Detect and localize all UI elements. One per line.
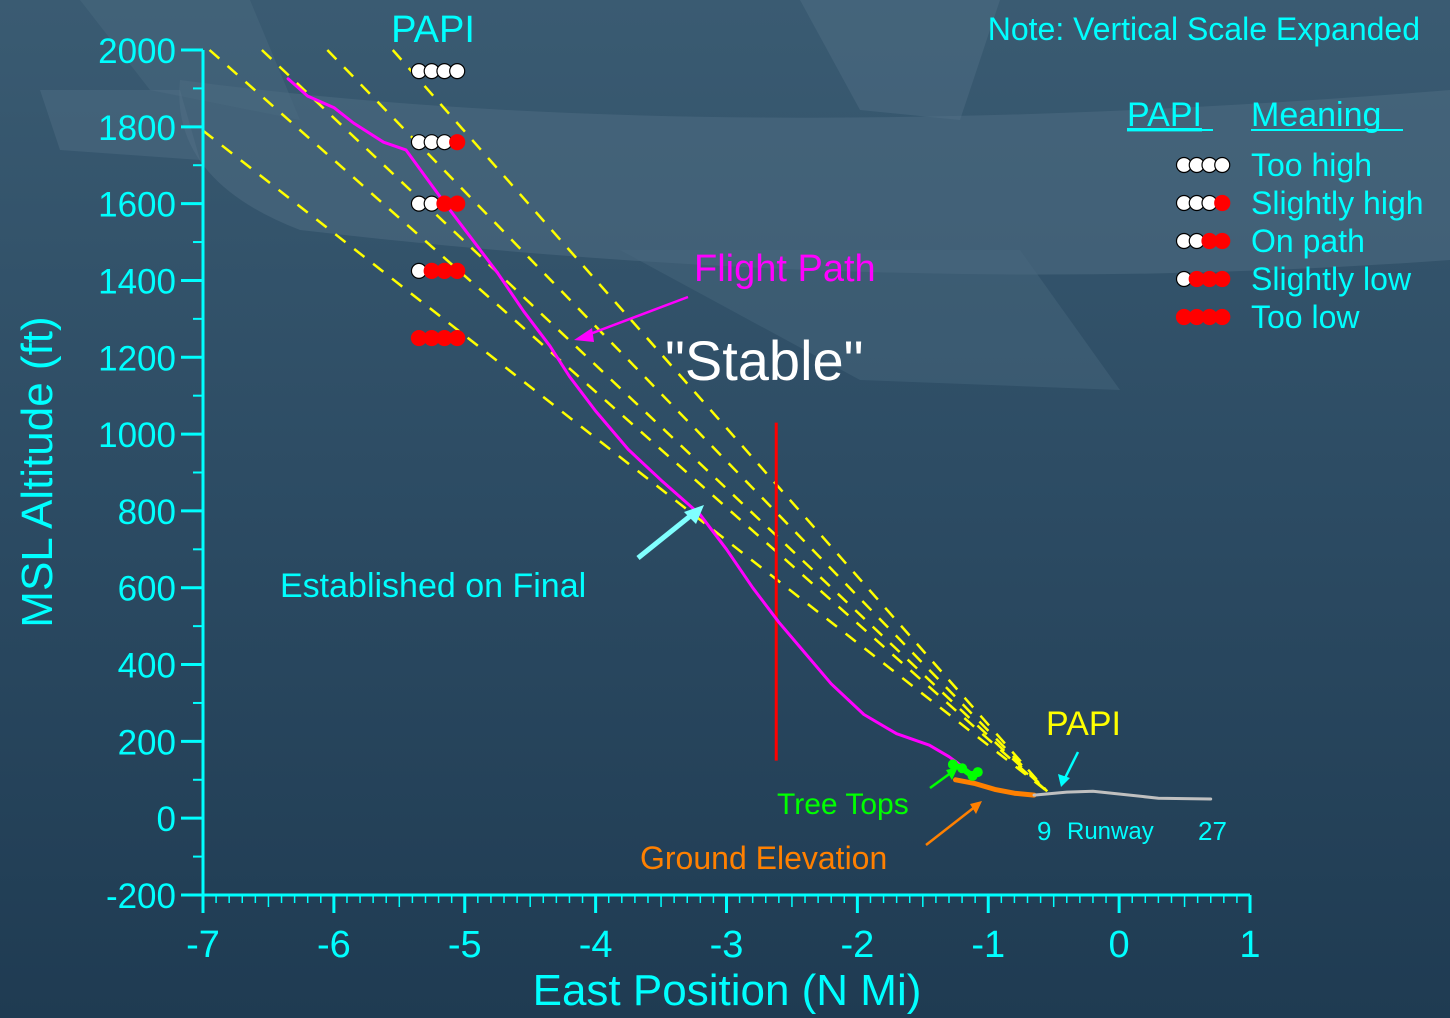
papi-indicator xyxy=(410,63,466,80)
x-axis-label: East Position (N Mi) xyxy=(533,966,922,1015)
glideslope-line xyxy=(208,49,1048,793)
legend-entry-label: On path xyxy=(1251,223,1365,259)
legend-entry-label: Too low xyxy=(1251,299,1360,335)
tree-top-point xyxy=(957,763,968,774)
tree-top-point xyxy=(947,759,958,770)
papi-header: PAPI xyxy=(391,9,475,51)
y-tick-label: 2000 xyxy=(98,32,176,71)
papi-indicator xyxy=(410,134,466,151)
y-axis-label: MSL Altitude (ft) xyxy=(13,316,62,627)
tree-tops-arrowhead xyxy=(946,767,958,780)
x-tick-label: -2 xyxy=(840,924,874,966)
papi-indicator xyxy=(410,195,466,212)
legend-papi-heading: PAPI xyxy=(1127,96,1202,134)
y-axis: -200 0 200 400 600 800 1000 1200 1400 1600 1800 200… xyxy=(98,32,205,916)
runway-start-label: 9 xyxy=(1037,816,1051,846)
tree-tops-label: Tree Tops xyxy=(777,788,909,821)
x-tick-label: -6 xyxy=(317,924,351,966)
ground-elevation-arrowhead xyxy=(970,801,982,814)
x-tick-label: 0 xyxy=(1109,924,1130,966)
plot-layer xyxy=(202,49,1213,801)
papi-light-red xyxy=(1214,308,1231,326)
established-arrowhead xyxy=(684,505,704,524)
tree-top-point xyxy=(972,767,983,778)
x-tick-label: -3 xyxy=(710,924,744,966)
legend-entry-label: Slightly high xyxy=(1251,185,1424,221)
vertical-scale-note: Note: Vertical Scale Expanded xyxy=(988,11,1420,47)
runway-label: Runway xyxy=(1067,818,1154,845)
glideslope-line xyxy=(261,49,1049,793)
flight-path-line xyxy=(286,77,964,768)
x-tick-label: -1 xyxy=(971,924,1005,966)
papi-light-red xyxy=(449,329,466,347)
x-axis: -7 -6 -5 -4 -3 -2 -1 0 1 xyxy=(186,893,1261,966)
papi-light-white xyxy=(449,63,466,80)
x-tick-label: -4 xyxy=(579,924,613,966)
runway-papi-arrowhead xyxy=(1058,774,1070,787)
y-tick-label: 1200 xyxy=(98,339,176,378)
tree-tops-arrow xyxy=(929,770,953,790)
legend-papi-indicator xyxy=(1175,308,1231,326)
ground-elevation-line xyxy=(953,777,1037,798)
y-tick-label: -200 xyxy=(106,877,176,916)
glideslope-line xyxy=(391,49,1049,793)
papi-indicator xyxy=(410,262,466,279)
runway-end-label: 27 xyxy=(1198,816,1227,846)
y-tick-label: 1400 xyxy=(98,262,176,301)
flight-path-arrowhead xyxy=(574,328,594,342)
established-on-final-label: Established on Final xyxy=(280,567,586,605)
y-tick-label: 1000 xyxy=(98,416,176,455)
flight-path-label: Flight Path xyxy=(694,248,876,290)
legend-papi-indicator xyxy=(1175,194,1231,212)
y-tick-label: 1600 xyxy=(98,186,176,225)
papi-light-white xyxy=(1214,156,1231,174)
papi-indicator xyxy=(410,329,466,347)
established-arrow xyxy=(636,511,696,560)
papi-light-red xyxy=(1214,232,1231,250)
legend-papi-indicator xyxy=(1175,270,1231,288)
papi-light-red xyxy=(449,195,466,212)
glideslope-line xyxy=(326,49,1049,793)
y-tick-label: 400 xyxy=(118,647,176,686)
y-tick-label: 600 xyxy=(118,570,176,609)
ground-elevation-arrow xyxy=(925,805,977,846)
runway-line xyxy=(1032,789,1213,801)
legend-papi-indicator xyxy=(1175,232,1231,250)
flight-path-arrow xyxy=(581,295,689,339)
y-tick-label: 1800 xyxy=(98,109,176,148)
x-tick-label: -7 xyxy=(186,924,220,966)
papi-light-red xyxy=(449,262,466,279)
legend-entry-label: Slightly low xyxy=(1251,261,1412,297)
papi-light-red xyxy=(1214,194,1231,212)
ground-elevation-label: Ground Elevation xyxy=(640,840,887,876)
papi-light-red xyxy=(1214,270,1231,288)
y-tick-label: 0 xyxy=(157,800,176,839)
legend-meaning-heading: Meaning xyxy=(1251,96,1381,134)
papi-light-red xyxy=(449,134,466,151)
legend-entry-label: Too high xyxy=(1251,147,1372,183)
y-tick-label: 800 xyxy=(118,493,176,532)
glideslope-line xyxy=(202,129,1048,793)
runway-papi-label: PAPI xyxy=(1046,705,1121,743)
runway-papi-arrow xyxy=(1062,751,1080,781)
x-tick-label: -5 xyxy=(448,924,482,966)
stable-label: "Stable" xyxy=(665,329,864,392)
x-tick-label: 1 xyxy=(1239,924,1260,966)
y-tick-label: 200 xyxy=(118,723,176,762)
legend-papi-indicator xyxy=(1175,156,1231,174)
